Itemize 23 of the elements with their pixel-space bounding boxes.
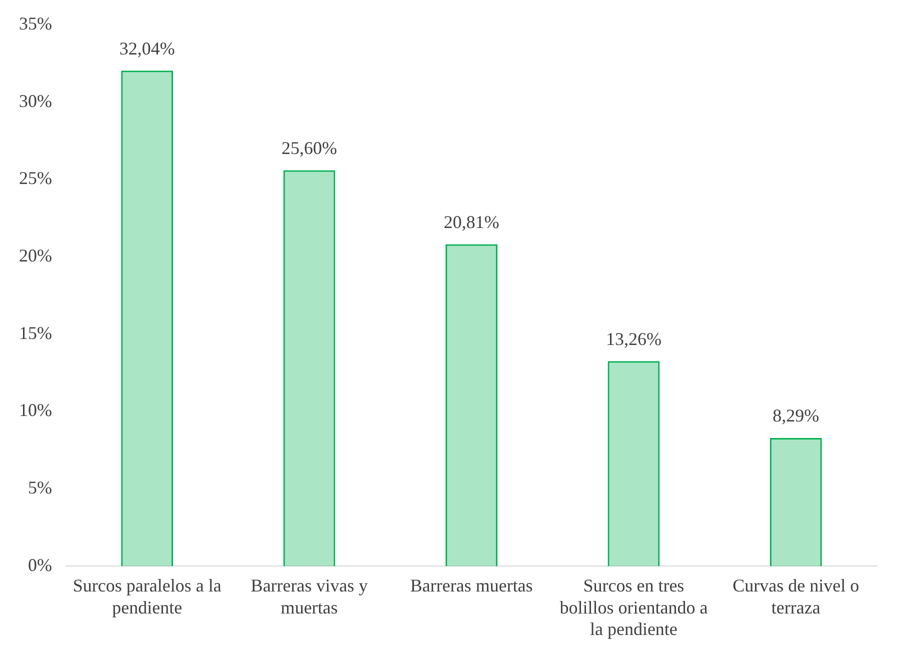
data-label: 32,04% [119,38,175,58]
data-label: 13,26% [606,328,662,349]
y-tick-label: 20% [18,246,52,266]
x-tick-label: Barreras vivas y muertas [250,576,368,618]
x-tick-label: Surcos en tres bolillos orientando a la pendiente [560,576,708,639]
y-tick-label: 0% [28,554,52,575]
x-tick-label: Barreras muertas [410,576,533,596]
data-label: 8,29% [772,406,820,426]
y-tick-label: 35% [18,14,52,34]
data-label: 20,81% [444,212,500,232]
y-tick-label: 30% [18,90,52,111]
x-tick-label: Surcos paralelos a la pendiente [72,576,222,618]
bar [283,170,336,566]
x-tick-label: Curvas de nivel o terraza [732,576,860,618]
bar [608,361,660,566]
y-tick-label: 10% [18,400,52,420]
bar [770,438,822,566]
data-label: 25,60% [282,138,338,158]
y-tick-label: 5% [28,478,52,498]
y-tick-label: 15% [18,322,52,343]
bar [446,244,498,566]
bar [121,70,174,566]
y-tick-label: 25% [18,168,52,188]
